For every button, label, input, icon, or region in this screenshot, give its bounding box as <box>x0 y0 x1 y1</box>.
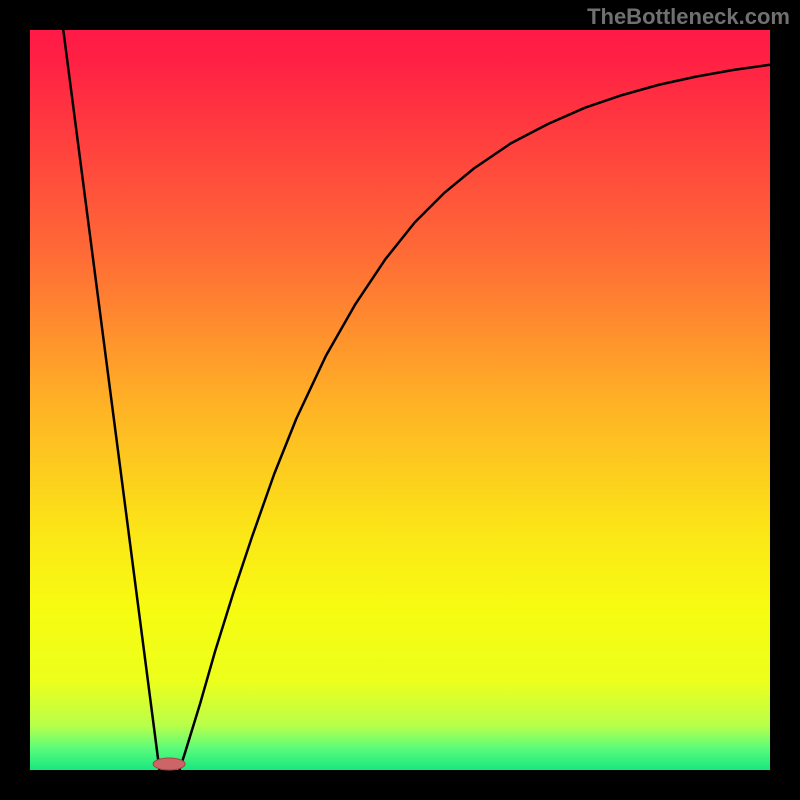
plot-gradient-background <box>30 30 770 770</box>
optimum-marker <box>153 758 185 770</box>
bottleneck-chart <box>0 0 800 800</box>
chart-container: TheBottleneck.com <box>0 0 800 800</box>
watermark-text: TheBottleneck.com <box>587 4 790 30</box>
